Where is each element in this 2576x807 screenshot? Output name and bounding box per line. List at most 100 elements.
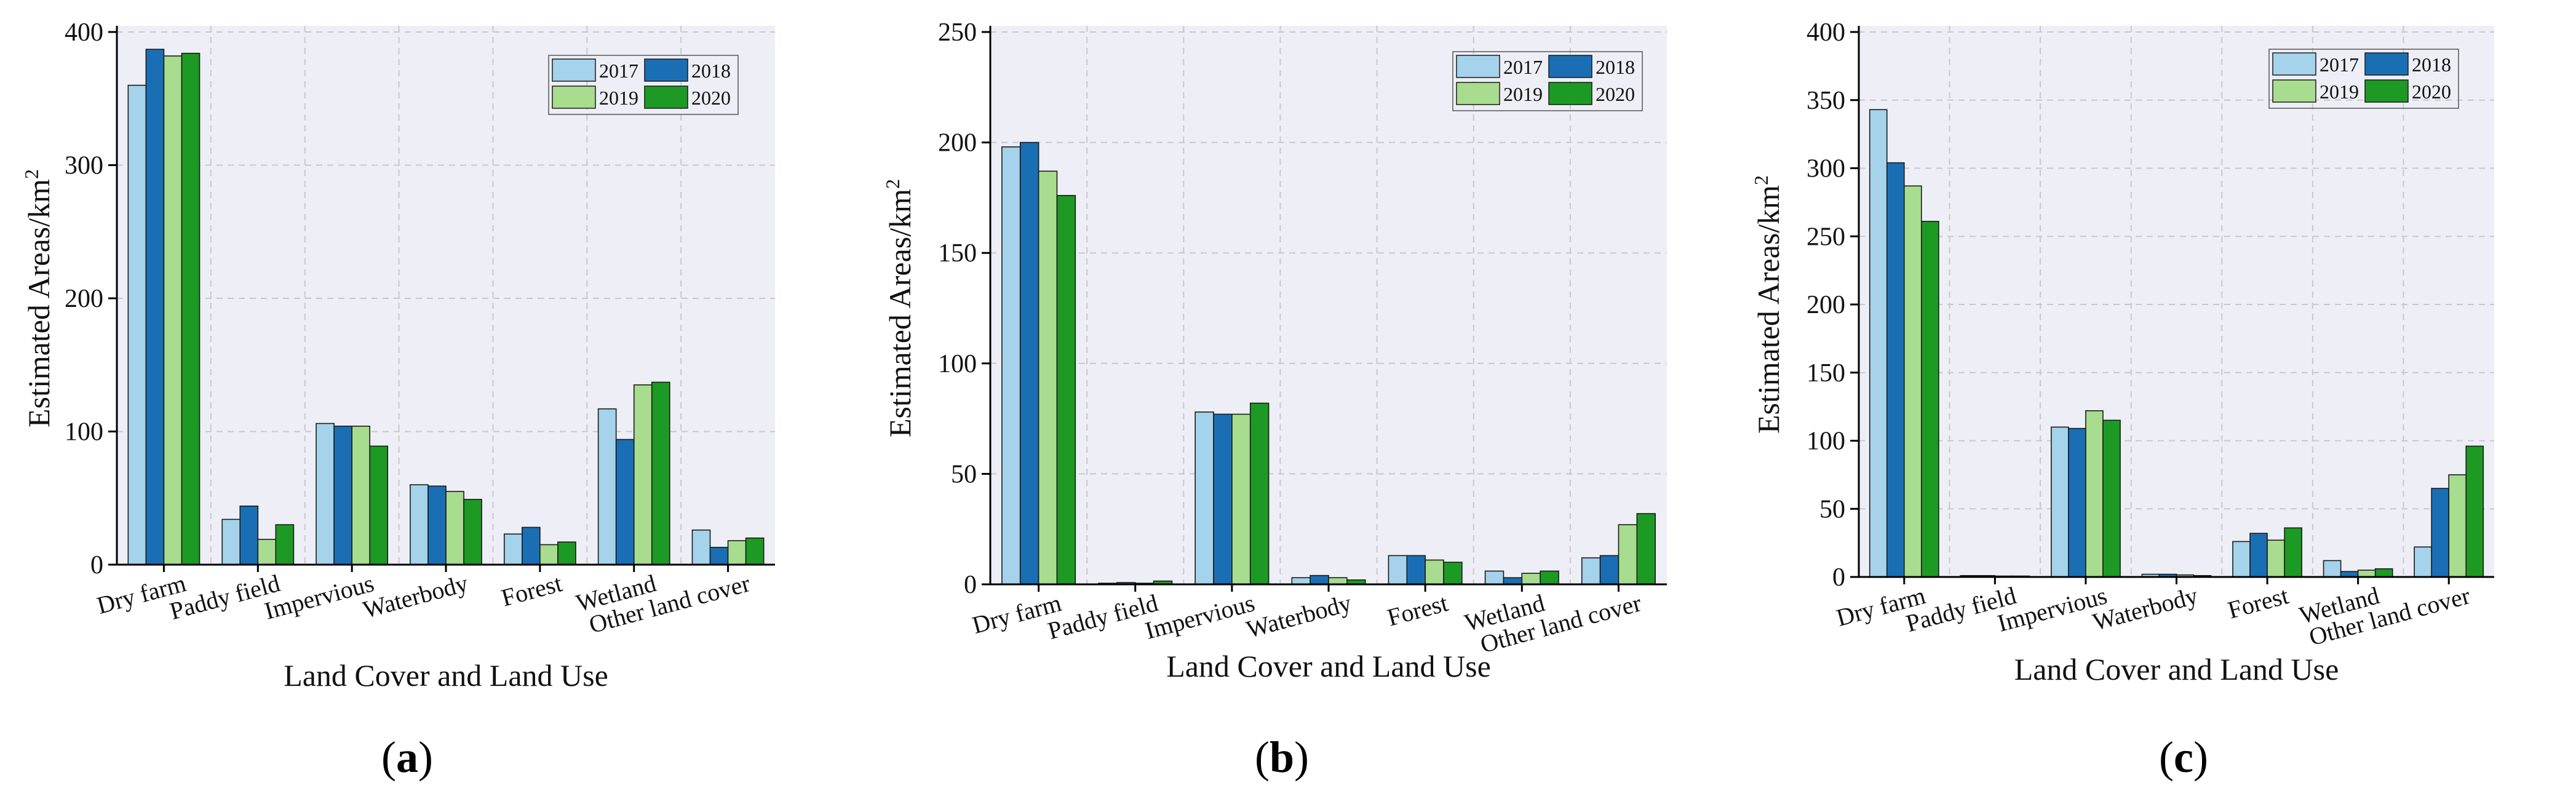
caption-c-open: ( bbox=[2159, 733, 2174, 782]
bar-2019-dry-farm bbox=[163, 55, 183, 565]
bar-2018-dry-farm bbox=[1886, 162, 1905, 578]
y-axis-label-sup: 2 bbox=[881, 179, 904, 189]
legend-label-2017: 2017 bbox=[2320, 54, 2359, 76]
y-tick-label: 50 bbox=[1819, 495, 1845, 523]
bar-2017-waterbody bbox=[410, 484, 429, 565]
legend-label-2018: 2018 bbox=[2412, 54, 2451, 76]
caption-a-close: ) bbox=[418, 733, 433, 782]
chart-panel-c: 0 50 100 150 200 250 300 350 400 Dry farm Paddy fi… bbox=[1728, 0, 2571, 807]
bar-2020-impervious bbox=[2102, 419, 2121, 578]
legend-label-2019: 2019 bbox=[599, 87, 638, 109]
legend-label-2018: 2018 bbox=[1596, 56, 1635, 78]
y-tick-label: 100 bbox=[938, 350, 977, 378]
y-tick-label: 0 bbox=[1832, 563, 1845, 592]
legend-label-2020: 2020 bbox=[2412, 81, 2451, 103]
bar-2019-other-land-cover bbox=[2448, 474, 2467, 578]
bar-2018-forest bbox=[2249, 533, 2268, 578]
bar-2018-impervious bbox=[1213, 413, 1233, 585]
bar-2018-impervious bbox=[333, 426, 352, 565]
bar-2019-impervious bbox=[1231, 413, 1251, 585]
bar-2017-dry-farm bbox=[127, 84, 147, 565]
bar-2017-paddy-field bbox=[221, 519, 241, 565]
plot-area-c bbox=[1859, 26, 2494, 577]
legend-swatch-2018 bbox=[2364, 52, 2409, 76]
bar-2020-wetland bbox=[651, 381, 670, 565]
bar-2017-forest bbox=[503, 533, 523, 565]
x-axis-label: Land Cover and Land Use bbox=[2014, 652, 2339, 686]
bar-2018-dry-farm bbox=[145, 49, 165, 565]
x-tick-label: Forest bbox=[1385, 589, 1451, 631]
y-tick-label: 100 bbox=[1807, 427, 1845, 456]
bar-2018-waterbody bbox=[1310, 574, 1329, 585]
bar-2017-wetland bbox=[1484, 570, 1505, 585]
bar-2018-forest bbox=[522, 527, 541, 565]
x-axis-label: Land Cover and Land Use bbox=[284, 658, 608, 693]
legend-label-2018: 2018 bbox=[691, 60, 731, 82]
bar-2017-forest bbox=[1388, 555, 1408, 585]
bar-2018-paddy-field bbox=[239, 505, 259, 565]
caption-a: (a) bbox=[381, 732, 433, 783]
y-tick-label: 400 bbox=[65, 18, 103, 47]
bar-2017-dry-farm bbox=[1001, 146, 1021, 585]
bar-2020-impervious bbox=[369, 445, 389, 565]
bar-2020-dry-farm bbox=[1056, 195, 1076, 585]
bar-2020-forest bbox=[1443, 562, 1463, 585]
bar-2017-forest bbox=[2232, 541, 2251, 578]
y-tick-label: 0 bbox=[90, 551, 103, 579]
bar-2020-dry-farm bbox=[181, 52, 201, 565]
y-axis-label-main: Estimated Areas/km bbox=[22, 179, 56, 427]
bar-2019-wetland bbox=[633, 384, 653, 565]
bar-2019-forest bbox=[539, 544, 559, 565]
legend-label-2017: 2017 bbox=[599, 60, 638, 82]
x-tick-label: Waterbody bbox=[2090, 581, 2201, 636]
caption-a-letter: a bbox=[396, 733, 418, 782]
y-tick-label: 50 bbox=[951, 460, 977, 488]
plot-area-b bbox=[990, 26, 1667, 584]
legend-swatch-2017 bbox=[2272, 52, 2316, 76]
legend-swatch-2019 bbox=[552, 85, 596, 109]
x-tick-label: Waterbody bbox=[1243, 589, 1354, 643]
bar-2019-waterbody bbox=[1328, 577, 1348, 585]
chart-panel-b: 0 50 100 150 200 250 Dry farm Paddy field Imperv… bbox=[855, 0, 1716, 807]
chart-panel-a: 0 100 200 300 400 Dry farm Paddy field Impervio… bbox=[0, 0, 849, 807]
bar-2017-wetland bbox=[2323, 560, 2342, 578]
bar-2019-forest bbox=[2267, 539, 2285, 578]
bar-2019-dry-farm bbox=[1903, 185, 1922, 578]
bar-2019-wetland bbox=[1521, 573, 1541, 585]
legend-frame bbox=[1452, 51, 1643, 111]
bar-2017-wetland bbox=[597, 408, 617, 565]
legend-swatch-2017 bbox=[1456, 55, 1500, 78]
caption-b: (b) bbox=[1255, 732, 1309, 783]
bar-2020-wetland bbox=[1540, 570, 1559, 585]
legend-swatch-2017 bbox=[552, 58, 596, 82]
legend-label-2020: 2020 bbox=[691, 87, 731, 109]
y-tick-label: 200 bbox=[65, 285, 103, 313]
caption-c-letter: c bbox=[2173, 733, 2193, 782]
legend-swatch-2018 bbox=[1548, 55, 1592, 78]
y-tick-label: 250 bbox=[1807, 223, 1845, 251]
y-tick-label: 300 bbox=[1807, 155, 1845, 183]
bar-2017-waterbody bbox=[1291, 577, 1311, 585]
bar-2018-wetland bbox=[1503, 577, 1523, 585]
bar-2020-forest bbox=[2284, 527, 2302, 578]
bar-2019-other-land-cover bbox=[1618, 524, 1638, 585]
bar-2018-wetland bbox=[615, 439, 635, 565]
bar-2019-other-land-cover bbox=[727, 540, 747, 565]
bar-2019-dry-farm bbox=[1038, 170, 1058, 585]
bar-2018-dry-farm bbox=[1019, 141, 1040, 585]
legend-swatch-2020 bbox=[2364, 79, 2409, 103]
y-tick-label: 200 bbox=[938, 129, 977, 157]
caption-a-open: ( bbox=[381, 733, 396, 782]
y-axis-label: Estimated Areas/km2 bbox=[20, 169, 56, 427]
bar-2018-other-land-cover bbox=[709, 547, 729, 565]
legend-swatch-2018 bbox=[644, 58, 688, 82]
legend-label-2017: 2017 bbox=[1503, 56, 1543, 78]
y-tick-label: 300 bbox=[65, 152, 103, 180]
y-axis-label: Estimated Areas/km2 bbox=[1750, 175, 1786, 434]
y-axis-label-main: Estimated Areas/km bbox=[1751, 185, 1786, 434]
bar-2020-paddy-field bbox=[275, 524, 295, 565]
bar-2020-other-land-cover bbox=[745, 537, 765, 565]
x-tick-label: Paddy field bbox=[1045, 589, 1161, 645]
bar-2018-other-land-cover bbox=[1599, 555, 1620, 585]
legend-swatch-2020 bbox=[644, 85, 688, 109]
